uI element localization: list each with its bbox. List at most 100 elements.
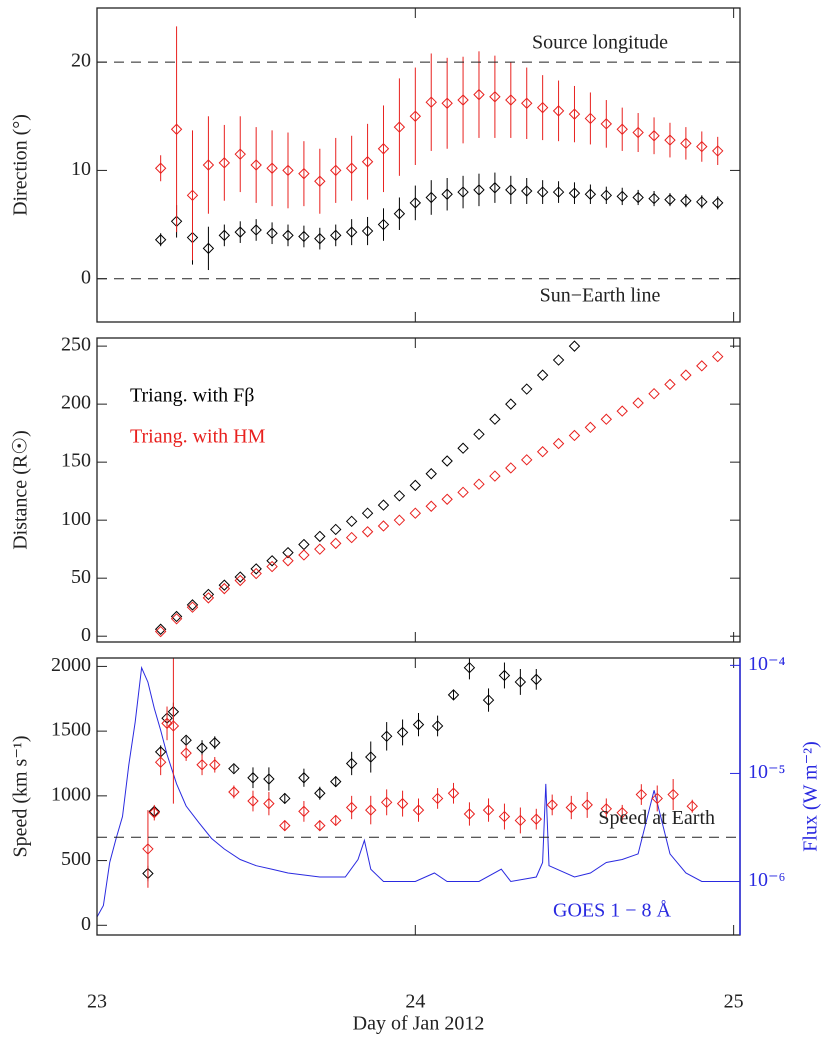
diamond-marker [425,500,437,512]
diamond-marker [345,757,358,770]
diamond-marker [409,479,422,492]
diamond-marker [664,378,676,391]
diamond-marker [180,734,192,746]
diamond-marker [441,455,453,467]
diamond-marker [457,186,469,198]
y-axis-label: Direction (°) [10,114,32,216]
diamond-marker [536,446,549,458]
diamond-marker [648,192,660,205]
reference-label: Sun−Earth line [540,284,661,306]
diamond-marker [234,148,246,160]
diamond-marker [584,112,597,125]
diamond-marker [546,799,558,811]
diamond-marker [154,756,167,768]
diamond-marker [712,197,724,209]
x-tick-label: 23 [87,991,107,1013]
diamond-marker [345,531,358,544]
diamond-marker [505,184,517,196]
diamond-marker [664,134,676,146]
diamond-marker [409,507,422,519]
diamond-marker [568,108,581,120]
diamond-marker [664,193,676,206]
diamond-marker [482,694,495,706]
reference-label: Source longitude [532,32,668,54]
diamond-marker [279,819,291,832]
diamond-marker [154,234,167,246]
diamond-marker [473,88,485,101]
diamond-marker [365,804,377,816]
y-tick-label: 0 [81,624,91,646]
diamond-marker [228,786,240,798]
diamond-marker [505,462,517,474]
diamond-marker [393,121,406,133]
diamond-marker [584,188,597,200]
diamond-marker [489,470,501,482]
y2-axis-label: Flux (W m⁻²) [800,741,822,852]
diamond-marker [600,803,613,815]
diamond-marker [247,795,259,807]
diamond-marker [482,804,495,816]
diamond-marker [568,429,581,442]
diamond-marker [298,230,310,243]
diamond-marker [218,229,231,242]
diamond-marker [600,413,613,425]
diamond-marker [552,186,565,198]
diamond-marker [282,229,294,242]
diamond-marker [431,792,444,805]
diamond-marker [377,499,390,511]
diamond-marker [712,350,724,363]
diamond-marker [330,523,342,536]
diamond-marker [154,623,167,635]
diamond-marker [314,543,326,555]
diamond-marker [552,354,565,366]
x-tick-label: 24 [405,991,425,1013]
frame [96,657,741,936]
diamond-marker [412,804,425,816]
diamond-marker [616,190,628,203]
diamond-marker [489,91,501,103]
diamond-marker [498,669,511,682]
diamond-marker [266,227,278,239]
plot-area [154,340,724,638]
diamond-marker [345,226,358,238]
y-axis-label: Distance (R☉) [10,430,32,550]
diamond-marker [282,164,294,177]
diamond-marker [154,625,167,638]
diamond-marker [161,717,173,730]
diamond-marker [412,718,425,731]
diamond-marker [441,493,453,505]
diamond-marker [498,810,511,823]
diamond-marker [463,808,476,820]
diamond-marker [330,537,342,550]
diamond-marker [218,582,231,595]
diamond-marker [250,567,262,580]
diamond-marker [425,96,437,108]
diamond-marker [632,191,644,204]
diamond-marker [314,530,326,543]
legend-label: Triang. with HM [130,426,266,448]
diamond-marker [282,555,294,567]
diamond-marker [167,720,180,732]
diamond-marker [696,360,708,372]
y-tick-label: 1500 [51,719,91,741]
diamond-marker [180,747,192,759]
diamond-marker [651,792,663,805]
diamond-marker [377,143,390,155]
diamond-marker [380,730,393,743]
diamond-marker [148,806,161,819]
diamond-marker [396,797,409,810]
diamond-marker [616,123,628,135]
diamond-marker [393,490,406,502]
diamond-marker [298,538,310,551]
y-tick-label: 2000 [51,654,91,676]
diamond-marker [441,188,453,200]
diamond-marker [648,387,660,400]
y-tick-label: 0 [81,913,91,935]
diamond-marker [361,156,374,168]
y-tick-label: 100 [61,508,91,530]
diamond-marker [218,157,231,169]
diamond-marker [536,186,549,198]
plot-area [97,658,734,918]
diamond-marker [266,560,278,573]
